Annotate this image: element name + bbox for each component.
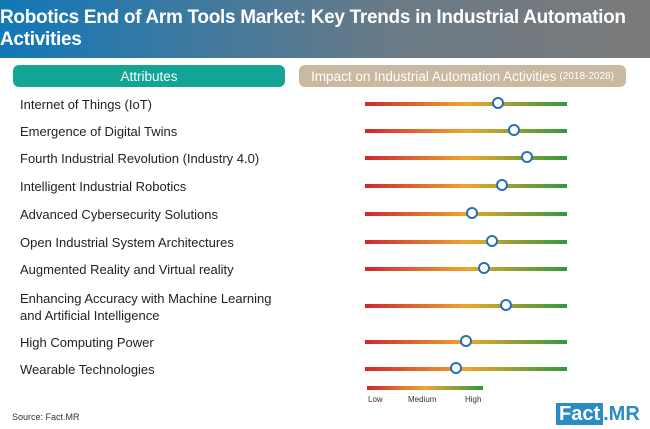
legend-gradient-bar (367, 386, 483, 390)
impact-header: Impact on Industrial Automation Activiti… (299, 65, 626, 87)
attribute-label: Emergence of Digital Twins (20, 124, 178, 139)
impact-marker (500, 299, 513, 311)
impact-scale-bar (365, 97, 567, 109)
impact-marker (486, 235, 499, 247)
impact-marker (460, 335, 472, 347)
impact-scale-bar (365, 124, 567, 136)
legend-low: Low (368, 395, 383, 404)
attribute-label: Enhancing Accuracy with Machine Learning… (20, 290, 272, 323)
attribute-label: Fourth Industrial Revolution (Industry 4… (20, 151, 260, 166)
legend-medium: Medium (408, 395, 437, 404)
impact-scale-bar (365, 335, 567, 347)
impact-marker (492, 97, 505, 109)
attributes-header: Attributes (13, 65, 285, 87)
attribute-label: High Computing Power (20, 335, 154, 350)
impact-scale-bar (365, 207, 567, 219)
impact-scale-bar (365, 299, 567, 311)
impact-scale-bar (365, 151, 567, 163)
impact-marker (478, 262, 491, 274)
impact-scale-bar (365, 235, 567, 247)
attribute-label: Augmented Reality and Virtual reality (20, 262, 234, 277)
attribute-label: Wearable Technologies (20, 362, 155, 377)
impact-marker (520, 151, 533, 163)
impact-marker (508, 124, 521, 136)
legend-high: High (465, 395, 482, 404)
impact-marker (449, 362, 462, 374)
attribute-label: Internet of Things (IoT) (20, 97, 152, 112)
impact-marker (496, 179, 509, 191)
factmr-logo: Fact .MR (556, 403, 640, 426)
impact-scale-bar (365, 179, 567, 191)
source-note: Source: Fact.MR (12, 412, 80, 422)
attribute-label: Open Industrial System Architectures (20, 235, 234, 250)
impact-scale-bar (365, 262, 567, 274)
impact-marker (466, 207, 479, 219)
impact-period: (2018-2028) (559, 70, 614, 82)
attribute-label: Intelligent Industrial Robotics (20, 179, 187, 194)
chart-title: Robotics End of Arm Tools Market: Key Tr… (0, 0, 650, 58)
impact-header-label: Impact on Industrial Automation Activiti… (311, 68, 557, 84)
impact-scale-bar (365, 362, 567, 374)
attribute-label: Advanced Cybersecurity Solutions (20, 207, 218, 222)
